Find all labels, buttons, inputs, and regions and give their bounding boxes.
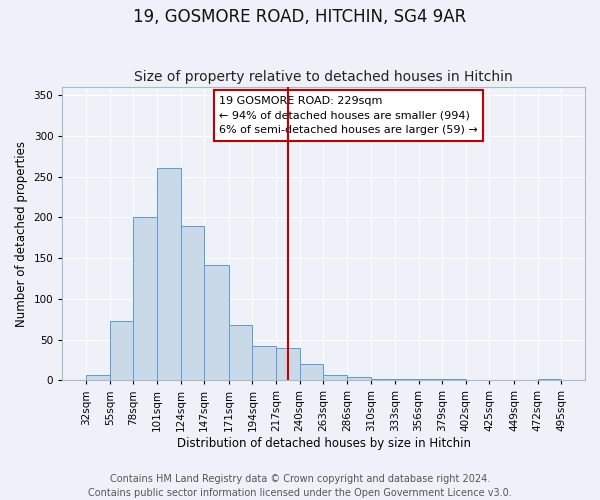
Bar — [110, 321, 133, 380]
Bar — [253, 346, 276, 380]
Bar — [229, 325, 253, 380]
Text: Contains HM Land Registry data © Crown copyright and database right 2024.
Contai: Contains HM Land Registry data © Crown c… — [88, 474, 512, 498]
Title: Size of property relative to detached houses in Hitchin: Size of property relative to detached ho… — [134, 70, 513, 85]
Text: 19, GOSMORE ROAD, HITCHIN, SG4 9AR: 19, GOSMORE ROAD, HITCHIN, SG4 9AR — [133, 8, 467, 26]
Bar — [133, 218, 157, 380]
Bar — [419, 378, 442, 380]
Bar — [86, 376, 110, 380]
Bar — [538, 378, 561, 380]
Text: 19 GOSMORE ROAD: 229sqm
← 94% of detached houses are smaller (994)
6% of semi-de: 19 GOSMORE ROAD: 229sqm ← 94% of detache… — [219, 96, 478, 136]
Bar — [323, 376, 347, 380]
Bar — [371, 378, 395, 380]
Y-axis label: Number of detached properties: Number of detached properties — [15, 140, 28, 326]
Bar — [276, 348, 299, 380]
Bar — [204, 264, 229, 380]
Bar — [299, 364, 323, 380]
Bar — [181, 226, 204, 380]
Bar — [347, 377, 371, 380]
X-axis label: Distribution of detached houses by size in Hitchin: Distribution of detached houses by size … — [176, 437, 470, 450]
Bar — [157, 168, 181, 380]
